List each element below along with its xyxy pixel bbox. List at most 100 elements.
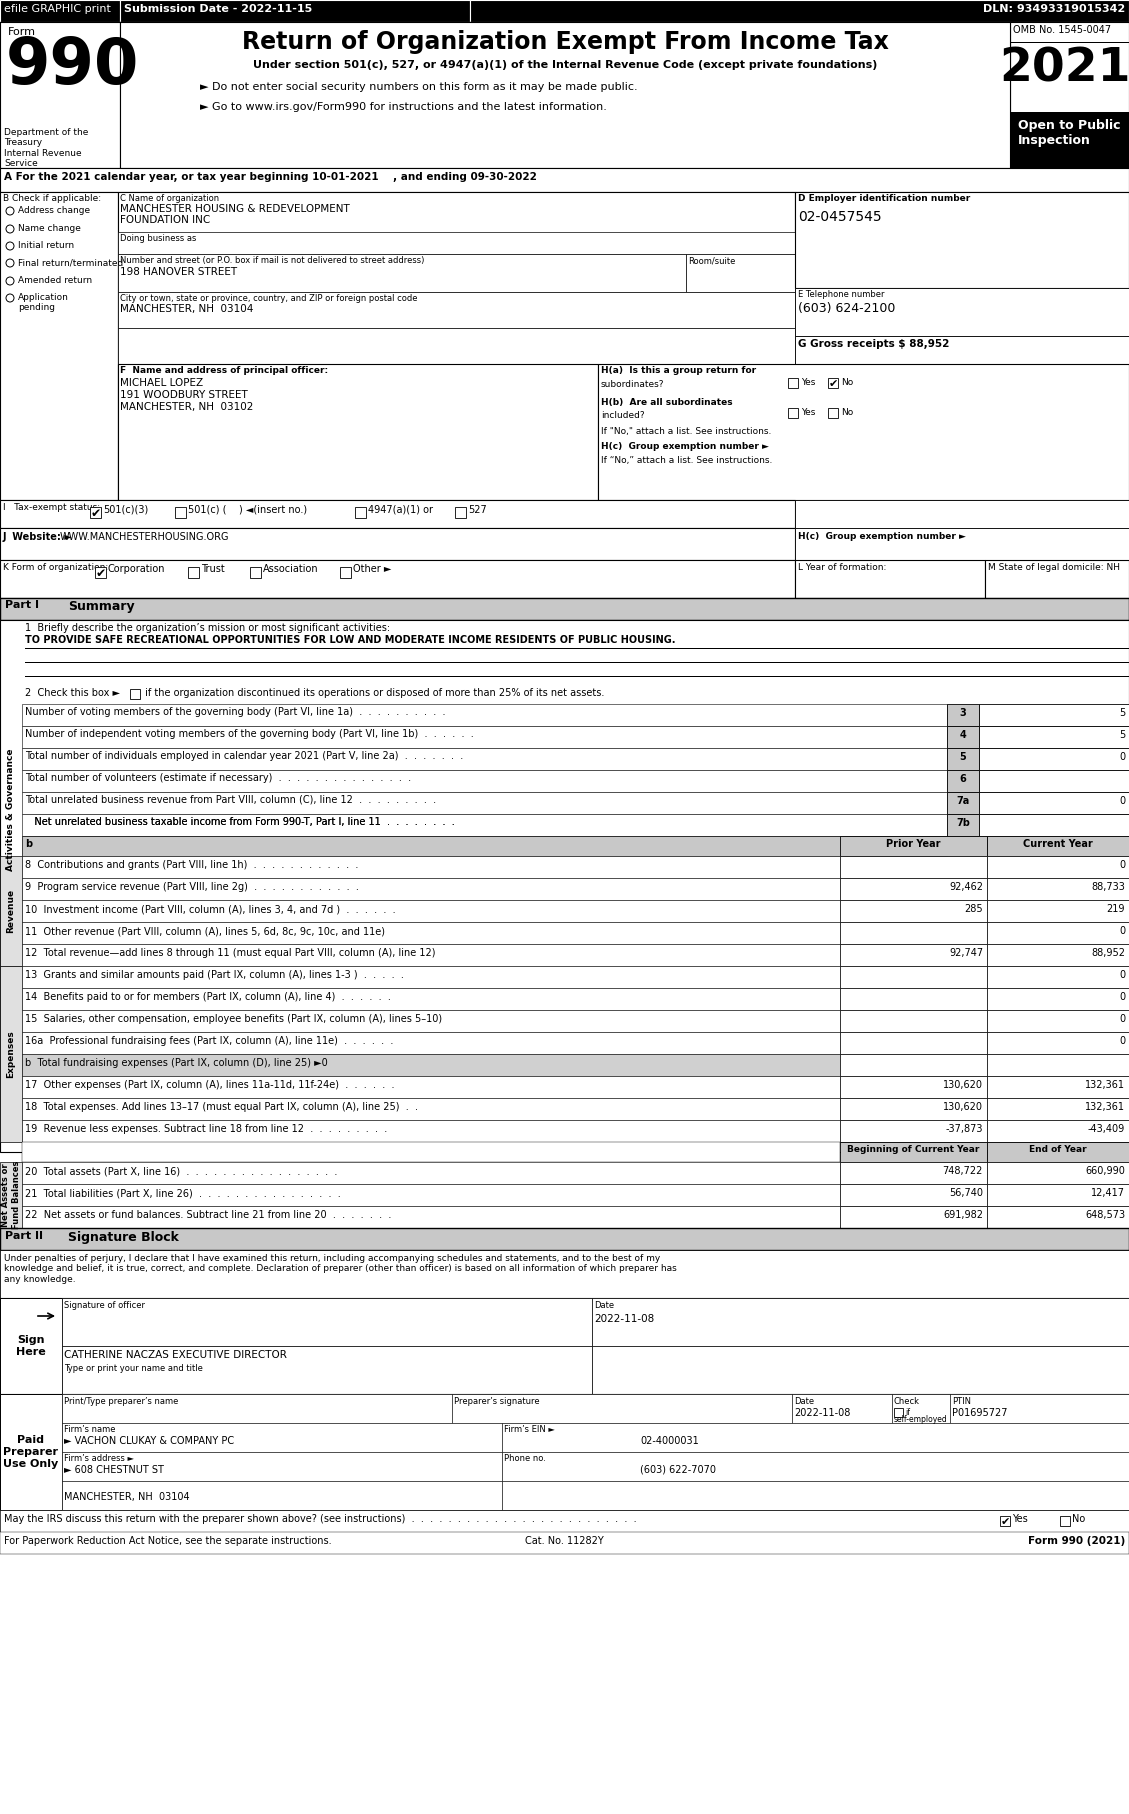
Text: 0: 0 bbox=[1119, 992, 1124, 1001]
Bar bbox=[828, 408, 838, 417]
Bar bbox=[947, 793, 979, 814]
Text: Preparer’s signature: Preparer’s signature bbox=[454, 1397, 540, 1406]
Text: 501(c) (    ) ◄(insert no.): 501(c) ( ) ◄(insert no.) bbox=[189, 504, 307, 515]
Bar bbox=[0, 1393, 62, 1509]
Text: 0: 0 bbox=[1119, 753, 1124, 762]
Text: 2021: 2021 bbox=[999, 45, 1129, 91]
Circle shape bbox=[6, 294, 14, 301]
Bar bbox=[840, 1054, 987, 1076]
Bar bbox=[120, 0, 470, 22]
Bar bbox=[21, 1206, 840, 1228]
Text: 5: 5 bbox=[1119, 707, 1124, 718]
Bar bbox=[947, 704, 979, 726]
Bar bbox=[840, 1076, 987, 1097]
Bar bbox=[840, 900, 987, 922]
Text: ✔: ✔ bbox=[96, 568, 106, 580]
Text: CATHERINE NACZAS EXECUTIVE DIRECTOR: CATHERINE NACZAS EXECUTIVE DIRECTOR bbox=[64, 1350, 287, 1360]
Bar bbox=[987, 1206, 1129, 1228]
Text: Corporation: Corporation bbox=[108, 564, 166, 573]
Bar bbox=[947, 726, 979, 747]
Text: H(c)  Group exemption number ►: H(c) Group exemption number ► bbox=[601, 443, 769, 452]
Text: b: b bbox=[25, 840, 32, 849]
Bar bbox=[62, 1346, 592, 1393]
Bar bbox=[0, 22, 1129, 169]
Bar bbox=[0, 192, 119, 501]
Text: MICHAEL LOPEZ: MICHAEL LOPEZ bbox=[120, 377, 203, 388]
Bar bbox=[21, 814, 947, 836]
Text: Room/suite: Room/suite bbox=[688, 256, 735, 265]
Bar bbox=[62, 1451, 502, 1480]
Bar bbox=[0, 1228, 1129, 1250]
Text: Number and street (or P.O. box if mail is not delivered to street address): Number and street (or P.O. box if mail i… bbox=[120, 256, 425, 265]
Bar bbox=[840, 1185, 987, 1206]
Bar bbox=[949, 1393, 1129, 1422]
Text: J  Website: ►: J Website: ► bbox=[3, 532, 72, 542]
Bar bbox=[95, 568, 106, 579]
Text: If "No," attach a list. See instructions.: If "No," attach a list. See instructions… bbox=[601, 426, 771, 435]
Text: K Form of organization:: K Form of organization: bbox=[3, 562, 108, 571]
Bar bbox=[62, 1393, 452, 1422]
Bar bbox=[686, 254, 795, 292]
Bar bbox=[0, 501, 795, 528]
Circle shape bbox=[6, 259, 14, 267]
Text: if: if bbox=[905, 1408, 910, 1417]
Bar bbox=[987, 1032, 1129, 1054]
Text: ► Go to www.irs.gov/Form990 for instructions and the latest information.: ► Go to www.irs.gov/Form990 for instruct… bbox=[200, 102, 607, 112]
Circle shape bbox=[6, 241, 14, 250]
Bar bbox=[0, 1250, 1129, 1299]
Text: Prior Year: Prior Year bbox=[886, 840, 940, 849]
Text: Yes: Yes bbox=[800, 377, 815, 386]
Text: DLN: 93493319015342: DLN: 93493319015342 bbox=[982, 4, 1124, 15]
Text: 19  Revenue less expenses. Subtract line 18 from line 12  .  .  .  .  .  .  .  .: 19 Revenue less expenses. Subtract line … bbox=[25, 1125, 387, 1134]
Text: ✔: ✔ bbox=[1000, 1517, 1009, 1527]
Bar bbox=[250, 568, 261, 579]
Text: Firm’s name: Firm’s name bbox=[64, 1426, 115, 1435]
Text: 132,361: 132,361 bbox=[1085, 1101, 1124, 1112]
Text: Initial return: Initial return bbox=[18, 241, 75, 250]
Text: M State of legal domicile: NH: M State of legal domicile: NH bbox=[988, 562, 1120, 571]
Bar bbox=[119, 254, 686, 292]
Bar bbox=[795, 528, 1129, 561]
Text: 130,620: 130,620 bbox=[943, 1079, 983, 1090]
Bar bbox=[502, 1480, 1129, 1509]
Bar bbox=[840, 1097, 987, 1119]
Text: Other ►: Other ► bbox=[353, 564, 392, 573]
Bar bbox=[840, 1206, 987, 1228]
Bar bbox=[21, 1163, 840, 1185]
Text: Net unrelated business taxable income from Form 990-T, Part I, line 11  .  .  . : Net unrelated business taxable income fr… bbox=[25, 816, 455, 827]
Bar bbox=[987, 900, 1129, 922]
Text: (603) 622-7070: (603) 622-7070 bbox=[640, 1466, 716, 1475]
Bar bbox=[21, 769, 947, 793]
Bar bbox=[21, 922, 840, 943]
Circle shape bbox=[6, 207, 14, 216]
Bar bbox=[840, 836, 987, 856]
Text: Association: Association bbox=[263, 564, 318, 573]
Text: Form 990 (2021): Form 990 (2021) bbox=[1027, 1536, 1124, 1546]
Text: Net unrelated business taxable income from Form 990-T, Part I, line 11  .  .  . : Net unrelated business taxable income fr… bbox=[25, 816, 455, 827]
Bar bbox=[795, 336, 1129, 365]
Text: Phone no.: Phone no. bbox=[504, 1455, 546, 1464]
Bar bbox=[892, 1393, 949, 1422]
Bar bbox=[62, 1480, 502, 1509]
Text: MANCHESTER, NH  03104: MANCHESTER, NH 03104 bbox=[120, 305, 253, 314]
Text: C Name of organization: C Name of organization bbox=[120, 194, 219, 203]
Text: OMB No. 1545-0047: OMB No. 1545-0047 bbox=[1013, 25, 1111, 34]
Text: Trust: Trust bbox=[201, 564, 225, 573]
Text: E Telephone number: E Telephone number bbox=[798, 290, 884, 299]
Bar bbox=[21, 967, 840, 989]
Bar bbox=[788, 408, 798, 417]
Text: Number of voting members of the governing body (Part VI, line 1a)  .  .  .  .  .: Number of voting members of the governin… bbox=[25, 707, 446, 717]
Bar bbox=[592, 1299, 1129, 1346]
Text: b  Total fundraising expenses (Part IX, column (D), line 25) ►0: b Total fundraising expenses (Part IX, c… bbox=[25, 1058, 327, 1068]
Bar bbox=[984, 561, 1129, 599]
Text: A For the 2021 calendar year, or tax year beginning 10-01-2021    , and ending 0: A For the 2021 calendar year, or tax yea… bbox=[5, 172, 537, 181]
Text: Paid
Preparer
Use Only: Paid Preparer Use Only bbox=[3, 1435, 59, 1469]
Text: 0: 0 bbox=[1119, 1014, 1124, 1023]
Text: Return of Organization Exempt From Income Tax: Return of Organization Exempt From Incom… bbox=[242, 31, 889, 54]
Text: self-employed: self-employed bbox=[894, 1415, 947, 1424]
Text: 12  Total revenue—add lines 8 through 11 (must equal Part VIII, column (A), line: 12 Total revenue—add lines 8 through 11 … bbox=[25, 949, 436, 958]
Bar bbox=[1060, 1517, 1070, 1526]
Text: 12,417: 12,417 bbox=[1091, 1188, 1124, 1197]
Text: MANCHESTER, NH  03102: MANCHESTER, NH 03102 bbox=[120, 403, 253, 412]
Text: -37,873: -37,873 bbox=[945, 1125, 983, 1134]
